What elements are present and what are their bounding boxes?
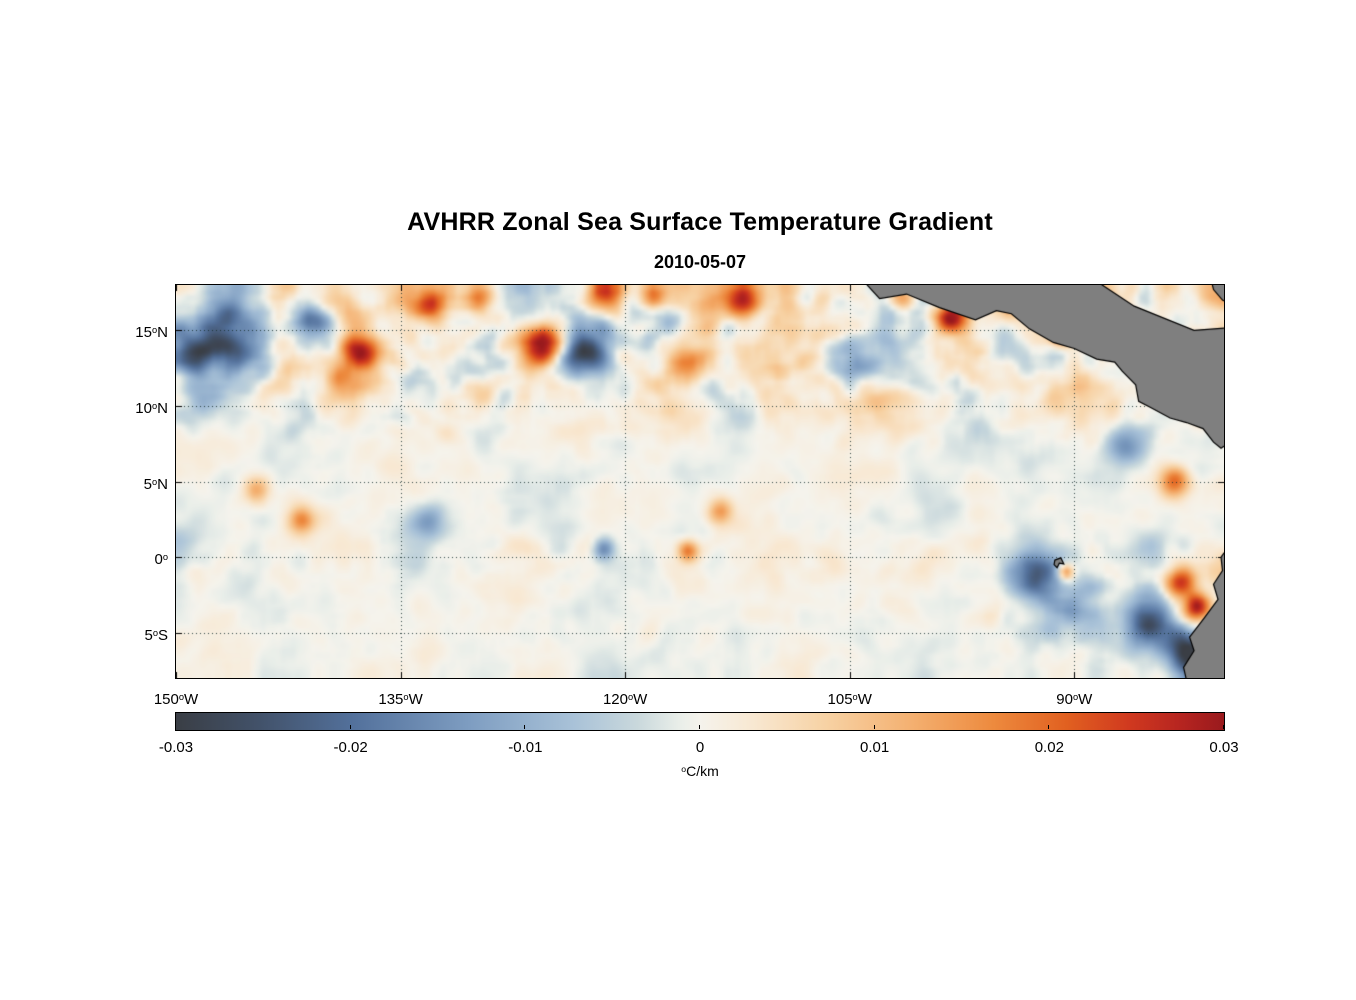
y-tick-label: 10oN [135, 400, 168, 418]
colorbar-tick-label: 0 [695, 739, 705, 756]
chart-subtitle: 2010-05-07 [653, 252, 747, 272]
colorbar-tick-mark [350, 725, 351, 729]
colorbar-tick-mark [175, 725, 176, 729]
x-tick-label: 90oW [1056, 691, 1093, 709]
colorbar-tick-mark [699, 725, 700, 729]
colorbar-unit-label: oC/km [681, 763, 719, 779]
y-tick-label: 0o [154, 551, 168, 569]
colorbar-tick-mark [1048, 725, 1049, 729]
x-tick-label: 120oW [602, 691, 648, 709]
x-tick-label: 135oW [378, 691, 423, 709]
chart-title: AVHRR Zonal Sea Surface Temperature Grad… [407, 208, 993, 236]
y-tick-label: 15oN [135, 324, 168, 342]
colorbar-tick-label: -0.03 [158, 739, 194, 756]
x-tick-label: 150oW [153, 691, 199, 709]
map-plot-frame [175, 284, 1225, 679]
colorbar-tick-mark [1223, 725, 1224, 729]
colorbar-tick-label: 0.01 [860, 739, 890, 756]
y-tick-label: 5oS [144, 626, 168, 644]
colorbar-tick-label: 0.02 [1034, 739, 1064, 756]
colorbar-tick-mark [874, 725, 875, 729]
colorbar-tick-label: 0.03 [1209, 739, 1239, 756]
colorbar-tick-mark [524, 725, 525, 729]
colorbar-tick-label: -0.01 [508, 739, 543, 756]
y-tick-label: 5oN [143, 475, 168, 493]
colorbar-tick-label: -0.02 [333, 739, 368, 756]
sst-gradient-heatmap [176, 285, 1224, 678]
x-tick-label: 105oW [827, 691, 872, 709]
colorbar [175, 712, 1225, 731]
